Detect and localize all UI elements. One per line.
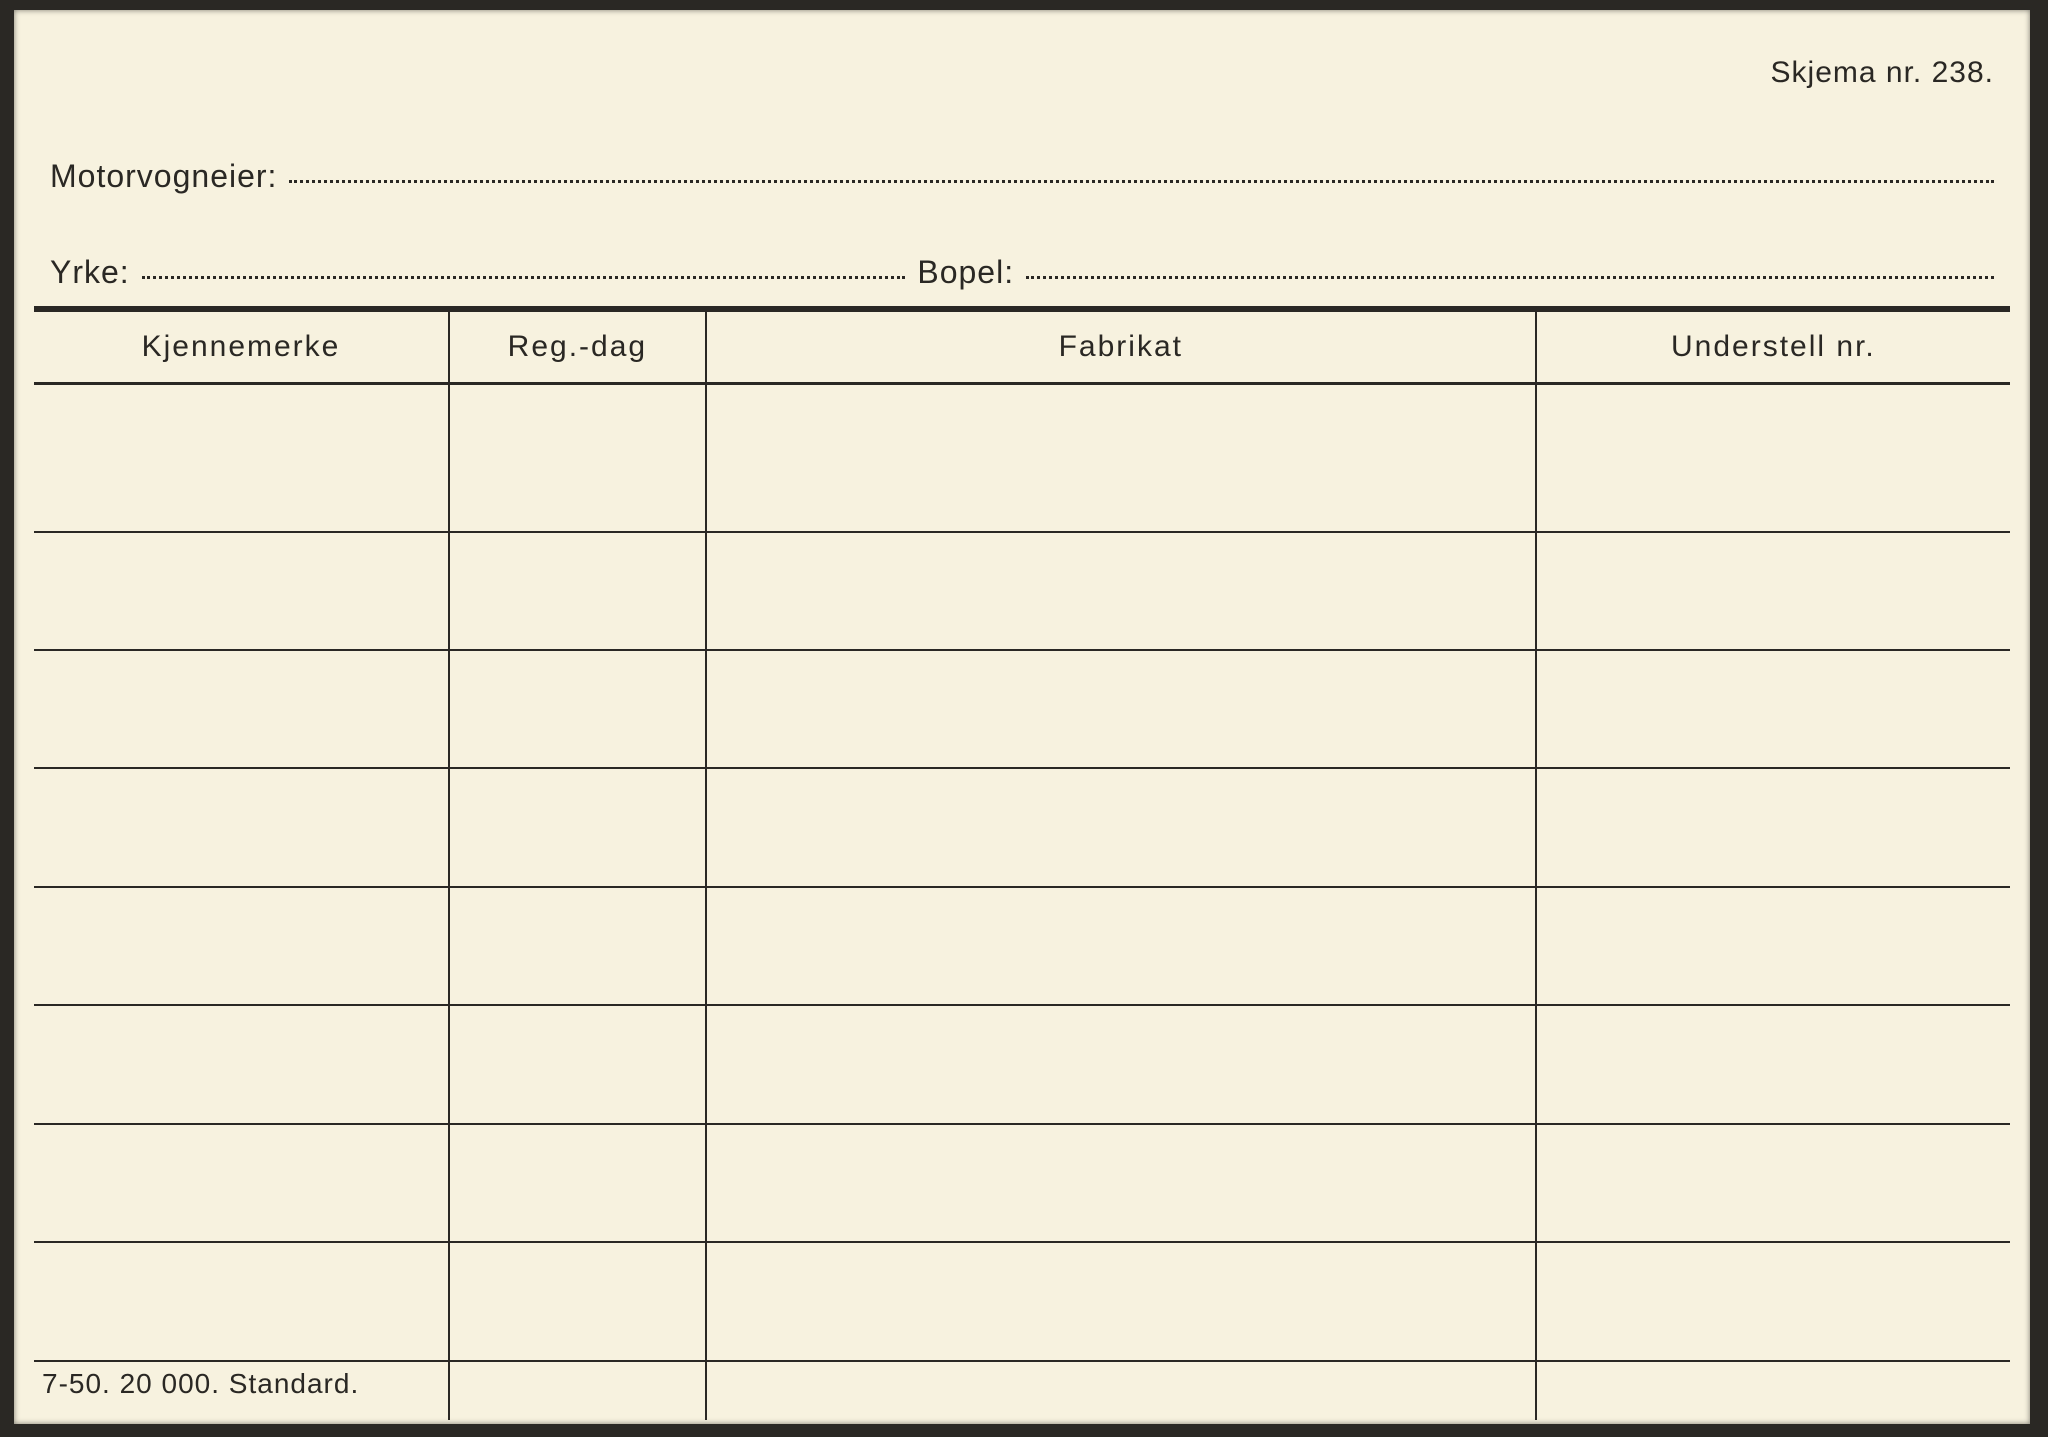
cell[interactable]	[706, 887, 1536, 1005]
cell[interactable]	[449, 1005, 706, 1123]
table-row	[34, 532, 2010, 650]
cell[interactable]	[34, 768, 449, 886]
col-header-kjennemerke: Kjennemerke	[34, 309, 449, 384]
table-row	[34, 384, 2010, 532]
cell[interactable]	[706, 1242, 1536, 1360]
yrke-group: Yrke:	[50, 254, 905, 291]
cell[interactable]	[449, 1124, 706, 1242]
cell[interactable]	[449, 532, 706, 650]
cell[interactable]	[706, 768, 1536, 886]
cell[interactable]	[1536, 1242, 2010, 1360]
cell[interactable]	[34, 384, 449, 532]
cell[interactable]	[1536, 384, 2010, 532]
cell[interactable]	[706, 650, 1536, 768]
cell[interactable]	[706, 384, 1536, 532]
cell[interactable]	[34, 887, 449, 1005]
cell[interactable]	[706, 1361, 1536, 1420]
cell[interactable]	[449, 768, 706, 886]
cell[interactable]	[449, 1242, 706, 1360]
cell[interactable]	[34, 650, 449, 768]
cell[interactable]	[706, 532, 1536, 650]
cell[interactable]	[34, 532, 449, 650]
table-row	[34, 768, 2010, 886]
table-row	[34, 1005, 2010, 1123]
col-header-understell: Understell nr.	[1536, 309, 2010, 384]
table-header-row: Kjennemerke Reg.-dag Fabrikat Understell…	[34, 309, 2010, 384]
cell[interactable]	[449, 887, 706, 1005]
cell[interactable]	[706, 1124, 1536, 1242]
cell[interactable]	[449, 650, 706, 768]
cell[interactable]	[34, 1124, 449, 1242]
bopel-group: Bopel:	[905, 254, 1994, 291]
cell[interactable]	[34, 1242, 449, 1360]
col-header-regdag: Reg.-dag	[449, 309, 706, 384]
owner-input-line[interactable]	[289, 180, 1994, 183]
cell[interactable]	[1536, 887, 2010, 1005]
table-wrap: Kjennemerke Reg.-dag Fabrikat Understell…	[34, 306, 2010, 1420]
cell[interactable]	[449, 384, 706, 532]
row-owner: Motorvogneier:	[50, 158, 1994, 195]
cell[interactable]	[1536, 1124, 2010, 1242]
bopel-label: Bopel:	[917, 254, 1026, 291]
cell[interactable]	[1536, 532, 2010, 650]
table-body	[34, 384, 2010, 1421]
owner-label: Motorvogneier:	[50, 158, 289, 195]
cell[interactable]	[1536, 1361, 2010, 1420]
print-run-note: 7-50. 20 000. Standard.	[42, 1368, 359, 1400]
cell[interactable]	[1536, 650, 2010, 768]
cell[interactable]	[449, 1361, 706, 1420]
table-row	[34, 1242, 2010, 1360]
registration-table: Kjennemerke Reg.-dag Fabrikat Understell…	[34, 306, 2010, 1420]
bopel-input-line[interactable]	[1026, 276, 1994, 279]
table-row	[34, 650, 2010, 768]
col-header-fabrikat: Fabrikat	[706, 309, 1536, 384]
yrke-label: Yrke:	[50, 254, 142, 291]
cell[interactable]	[706, 1005, 1536, 1123]
yrke-input-line[interactable]	[142, 276, 906, 279]
form-number: Skjema nr. 238.	[1771, 56, 1994, 90]
cell[interactable]	[1536, 768, 2010, 886]
table-row	[34, 1124, 2010, 1242]
row-yrke-bopel: Yrke: Bopel:	[50, 254, 1994, 291]
cell[interactable]	[34, 1005, 449, 1123]
table-row	[34, 887, 2010, 1005]
form-card: Skjema nr. 238. Motorvogneier: Yrke: Bop…	[14, 10, 2030, 1424]
cell[interactable]	[1536, 1005, 2010, 1123]
